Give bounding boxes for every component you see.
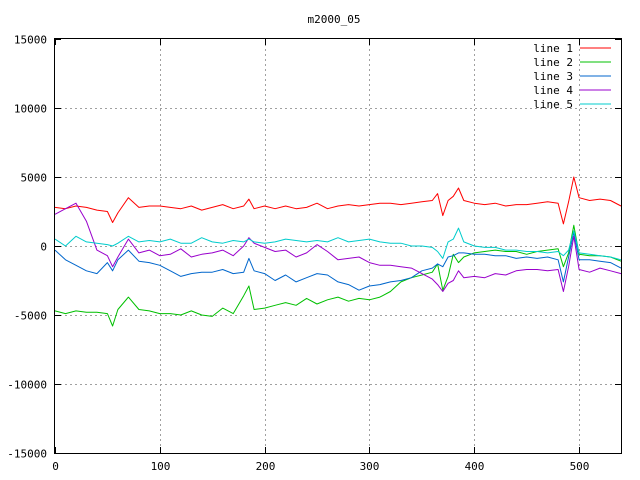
x-tick-label: 100: [151, 460, 171, 473]
x-tick-label: 400: [465, 460, 485, 473]
series-line-1: [54, 176, 622, 225]
series-line-4: [54, 202, 622, 292]
legend-label-2: line 2: [533, 56, 573, 69]
y-tick-label: 0: [40, 241, 47, 254]
x-tick-label: 0: [52, 460, 59, 473]
chart-title: m2000_05: [308, 13, 361, 26]
y-tick-label: 5000: [21, 172, 48, 185]
y-tick-label: 15000: [14, 34, 47, 47]
series-line-3: [54, 231, 622, 291]
series-line-2: [54, 224, 622, 327]
series-lines: [54, 176, 622, 327]
x-tick-label: 500: [570, 460, 590, 473]
y-tick-label: -10000: [7, 379, 47, 392]
series-line-5: [54, 227, 622, 261]
legend-label-3: line 3: [533, 70, 573, 83]
y-tick-label: -15000: [7, 448, 47, 461]
x-tick-label: 300: [360, 460, 380, 473]
legend-label-1: line 1: [533, 42, 573, 55]
legend-label-4: line 4: [533, 84, 573, 97]
legend-label-5: line 5: [533, 98, 573, 111]
axis-ticks: 0 100 200 300 400 500 -15000 -10000 -5000 0 5000 10…: [7, 34, 621, 473]
x-tick-label: 200: [256, 460, 276, 473]
y-tick-label: 10000: [14, 103, 47, 116]
plot-frame: [54, 38, 622, 454]
y-tick-label: -5000: [14, 310, 47, 323]
